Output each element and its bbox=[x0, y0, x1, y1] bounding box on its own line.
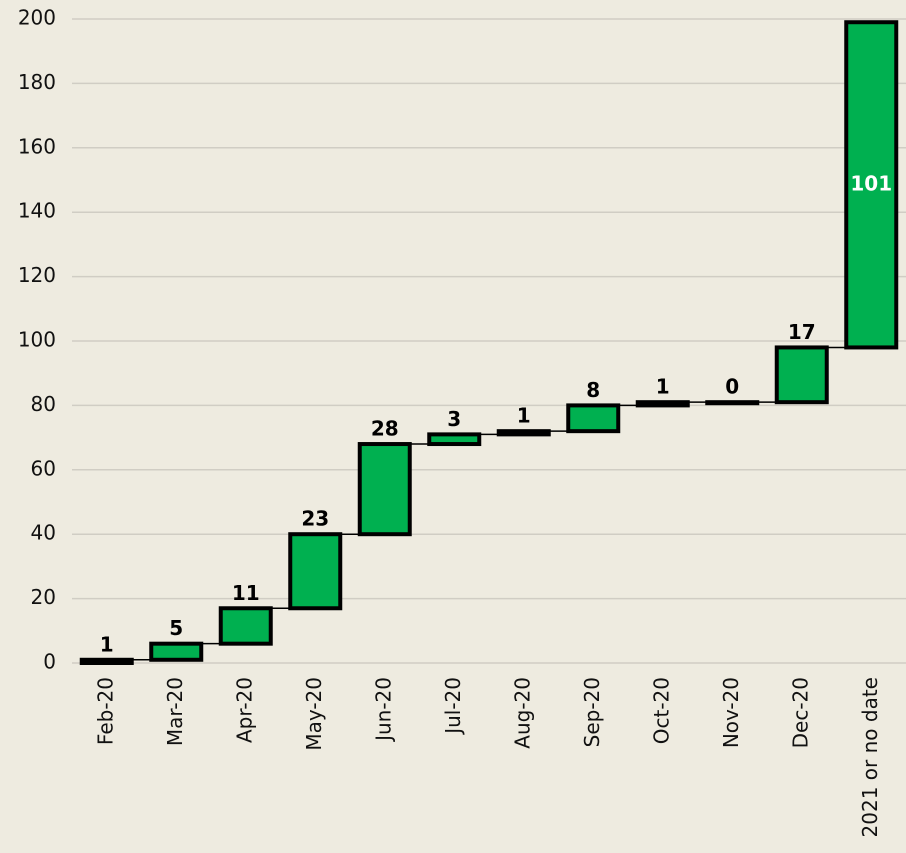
bar bbox=[149, 641, 204, 662]
y-tick-label: 0 bbox=[43, 650, 56, 674]
y-tick-label: 100 bbox=[18, 328, 56, 352]
bar bbox=[705, 400, 760, 406]
bar bbox=[496, 429, 551, 437]
bar bbox=[844, 20, 899, 350]
x-tick-label: Oct-20 bbox=[649, 677, 673, 744]
x-tick-label: May-20 bbox=[302, 677, 326, 751]
bar bbox=[288, 532, 343, 611]
y-tick-label: 40 bbox=[31, 521, 56, 545]
y-tick-label: 20 bbox=[31, 585, 56, 609]
y-tick-label: 120 bbox=[18, 263, 56, 287]
x-tick-label: Mar-20 bbox=[163, 677, 187, 746]
bar bbox=[218, 606, 273, 646]
x-tick-label: Feb-20 bbox=[93, 677, 117, 745]
data-label: 1 bbox=[656, 375, 670, 399]
data-label: 101 bbox=[850, 171, 892, 195]
x-tick-label: Sep-20 bbox=[580, 677, 604, 747]
bar bbox=[427, 432, 482, 447]
y-tick-label: 60 bbox=[31, 456, 56, 480]
y-tick-label: 160 bbox=[18, 134, 56, 158]
data-label: 1 bbox=[100, 632, 114, 656]
y-tick-label: 180 bbox=[18, 70, 56, 94]
data-label: 0 bbox=[725, 375, 739, 399]
y-tick-label: 200 bbox=[18, 6, 56, 30]
data-label: 17 bbox=[788, 320, 816, 344]
data-label: 23 bbox=[301, 507, 329, 531]
bar bbox=[357, 442, 412, 537]
bar bbox=[774, 345, 829, 405]
data-label: 8 bbox=[586, 378, 600, 402]
x-tick-label: Dec-20 bbox=[788, 677, 812, 748]
data-label: 5 bbox=[169, 616, 183, 640]
bar bbox=[79, 657, 134, 666]
x-tick-label: 2021 or no date bbox=[858, 677, 882, 837]
data-label: 28 bbox=[371, 417, 399, 441]
bar bbox=[635, 400, 690, 408]
x-tick-label: Nov-20 bbox=[719, 677, 743, 748]
x-tick-label: Aug-20 bbox=[510, 677, 534, 749]
data-label: 3 bbox=[447, 407, 461, 431]
x-tick-label: Jul-20 bbox=[441, 677, 465, 736]
bar bbox=[566, 403, 621, 434]
x-tick-label: Jun-20 bbox=[371, 677, 395, 743]
y-tick-label: 80 bbox=[31, 392, 56, 416]
x-tick-label: Apr-20 bbox=[232, 677, 256, 743]
data-label: 11 bbox=[232, 581, 260, 605]
data-label: 1 bbox=[517, 404, 531, 428]
y-tick-label: 140 bbox=[18, 199, 56, 223]
